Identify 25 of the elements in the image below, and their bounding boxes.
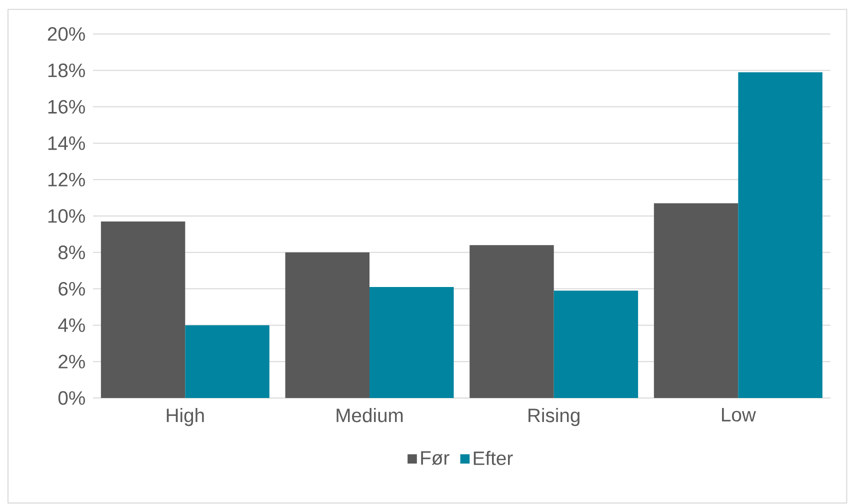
bar: [738, 72, 822, 398]
bar: [654, 203, 738, 398]
y-tick-label: 6%: [58, 282, 85, 296]
y-tick-label: 20%: [48, 27, 85, 41]
bar: [100, 221, 186, 398]
bar: [370, 286, 454, 398]
y-tick-label: 4%: [58, 318, 85, 332]
bar: [285, 252, 370, 398]
y-tick-label: 10%: [48, 209, 85, 223]
x-tick-label: Rising: [528, 408, 580, 426]
bar: [185, 325, 270, 398]
x-tick-label: Low: [722, 408, 756, 422]
bar: [470, 245, 554, 398]
y-tick-label: 2%: [58, 354, 85, 368]
x-tick-label: High: [166, 408, 204, 426]
x-tick-label: Medium: [336, 408, 403, 422]
legend-label: Efter: [474, 450, 513, 466]
y-tick-label: 14%: [48, 136, 85, 150]
y-tick-label: 16%: [48, 100, 85, 114]
bar: [554, 290, 638, 398]
y-tick-label: 18%: [48, 64, 85, 78]
y-tick-label: 12%: [48, 172, 85, 186]
y-tick-label: 8%: [58, 246, 85, 260]
legend-label: Før: [421, 451, 450, 465]
y-tick-label: 0%: [58, 391, 85, 405]
